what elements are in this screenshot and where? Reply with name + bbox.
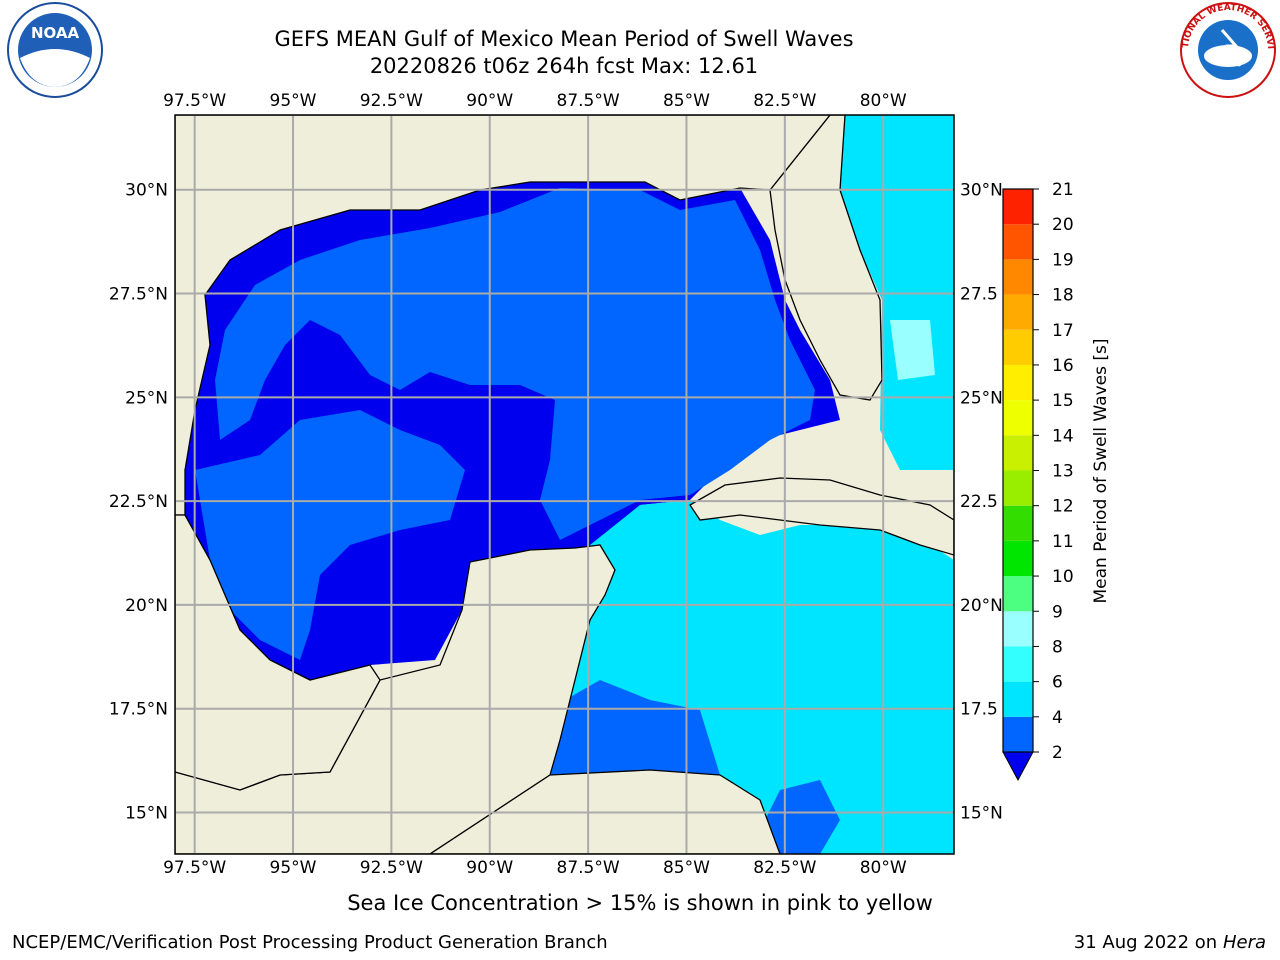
y-tick-label-left: 22.5°N <box>109 492 168 512</box>
colorbar-segment <box>1003 716 1033 752</box>
colorbar-segment <box>1003 364 1033 401</box>
colorbar-tick-label: 14 <box>1052 426 1074 446</box>
y-tick-label-left: 25°N <box>125 388 168 408</box>
credit-text: NCEP/EMC/Verification Post Processing Pr… <box>12 932 608 953</box>
x-tick-label-top: 80°W <box>860 91 907 111</box>
colorbar-tick-label: 2 <box>1052 743 1063 763</box>
y-tick-label-right: 17.5 <box>960 700 998 720</box>
y-tick-label-right: 20°N <box>960 596 1003 616</box>
y-tick-label-left: 27.5°N <box>109 285 168 305</box>
gulf-south-lobe <box>195 410 465 660</box>
colorbar-tick-label: 19 <box>1052 250 1074 270</box>
colorbar-tick-label: 8 <box>1052 637 1063 657</box>
colorbar-segment <box>1003 576 1033 612</box>
x-tick-label-top: 95°W <box>270 91 317 111</box>
nws-logo: NATIONAL WEATHER SERVICE <box>0 0 1276 98</box>
colorbar-segment <box>1003 329 1033 365</box>
machine-name: Hera <box>1222 932 1266 953</box>
colorbar-tick-label: 18 <box>1052 286 1074 306</box>
x-tick-label-top: 97.5°W <box>163 91 226 111</box>
x-tick-label-bottom: 85°W <box>663 858 710 878</box>
colorbar-tick-label: 15 <box>1052 391 1074 411</box>
noaa-logo: NOAA <box>7 2 103 98</box>
axis-ticks: 97.5°W 97.5°W 95°W 95°W 92.5°W 92.5°W 90°W 90°W… <box>109 91 1003 878</box>
colorbar-tick-label: 21 <box>1052 180 1074 200</box>
date-text: 31 Aug 2022 on <box>1073 932 1218 953</box>
x-tick-label-bottom: 90°W <box>466 858 513 878</box>
y-tick-label-right: 27.5 <box>960 285 998 305</box>
svg-text:NATIONAL WEATHER SERVICE: NATIONAL WEATHER SERVICE <box>0 0 1275 49</box>
x-tick-label-bottom: 95°W <box>270 858 317 878</box>
caribbean-west-band <box>550 680 720 775</box>
footnote: Sea Ice Concentration > 15% is shown in … <box>347 891 933 915</box>
colorbar-tick-label: 12 <box>1052 497 1074 517</box>
colorbar-segment <box>1003 470 1033 506</box>
y-tick-label-left: 20°N <box>125 596 168 616</box>
y-tick-label-right: 25°N <box>960 388 1003 408</box>
colorbar-tick-label: 6 <box>1052 673 1063 693</box>
colorbar-segment <box>1003 224 1033 260</box>
chart-subtitle: 20220826 t06z 264h fcst Max: 12.61 <box>369 54 759 78</box>
x-tick-label-bottom: 92.5°W <box>360 858 423 878</box>
x-tick-label-bottom: 82.5°W <box>753 858 816 878</box>
y-tick-label-right: 30°N <box>960 181 1003 201</box>
atlantic-light-patch <box>890 320 935 380</box>
cuba <box>689 477 954 556</box>
grid-lines <box>175 115 954 854</box>
colorbar-tick-label: 16 <box>1052 356 1074 376</box>
colorbar-segment <box>1003 681 1033 717</box>
x-tick-label-top: 87.5°W <box>557 91 620 111</box>
colorbar-segment <box>1003 646 1033 682</box>
gulf-interior <box>215 188 815 540</box>
date-stamp: 31 Aug 2022 on Hera <box>1074 932 1266 953</box>
x-tick-label-top: 90°W <box>466 91 513 111</box>
colorbar-extend-arrow <box>1002 751 1034 782</box>
colorbar-label: Mean Period of Swell Waves [s] <box>1091 339 1111 604</box>
y-tick-label-left: 30°N <box>125 181 168 201</box>
colorbar-segment <box>1003 400 1033 436</box>
caribbean-southeast-band <box>760 780 840 854</box>
colorbar-segment <box>1003 435 1033 471</box>
nws-logo-text: NATIONAL WEATHER SERVICE <box>0 0 1275 49</box>
x-tick-label-top: 92.5°W <box>360 91 423 111</box>
mexico-west-coast <box>175 514 381 791</box>
florida-peninsula <box>769 115 883 401</box>
colorbar-segment <box>1003 611 1033 647</box>
x-tick-label-top: 85°W <box>663 91 710 111</box>
us-gulf-coast <box>175 115 831 516</box>
x-tick-label-bottom: 80°W <box>860 858 907 878</box>
atlantic-east-of-florida <box>840 115 954 470</box>
colorbar-tick-label: 17 <box>1052 321 1074 341</box>
colorbar-tick-label: 10 <box>1052 567 1074 587</box>
colorbar-segment <box>1003 540 1033 577</box>
colorbar-segment <box>1003 294 1033 330</box>
colorbar-tick-label: 11 <box>1052 532 1074 552</box>
x-tick-label-bottom: 97.5°W <box>163 858 226 878</box>
chart-title: GEFS MEAN Gulf of Mexico Mean Period of … <box>274 27 854 51</box>
colorbar-tick-label: 20 <box>1052 215 1074 235</box>
y-tick-label-left: 17.5°N <box>109 700 168 720</box>
y-tick-label-right: 22.5 <box>960 492 998 512</box>
x-tick-label-bottom: 87.5°W <box>557 858 620 878</box>
colorbar-tick-label: 13 <box>1052 462 1074 482</box>
colorbar-segment <box>1003 259 1033 295</box>
colorbar-segment <box>1003 505 1033 541</box>
colorbar-tick-label: 4 <box>1052 708 1063 728</box>
noaa-logo-text: NOAA <box>31 24 80 42</box>
colorbar: 2 4 6 8 9 10 11 12 13 14 15 16 17 18 19 20 21 <box>1002 180 1074 782</box>
y-tick-label-left: 15°N <box>125 803 168 823</box>
colorbar-segment <box>1003 189 1033 225</box>
colorbar-tick-label: 9 <box>1052 602 1063 622</box>
map-area <box>175 115 954 854</box>
map-frame <box>174 114 955 855</box>
y-tick-label-right: 15°N <box>960 803 1003 823</box>
x-tick-label-top: 82.5°W <box>753 91 816 111</box>
